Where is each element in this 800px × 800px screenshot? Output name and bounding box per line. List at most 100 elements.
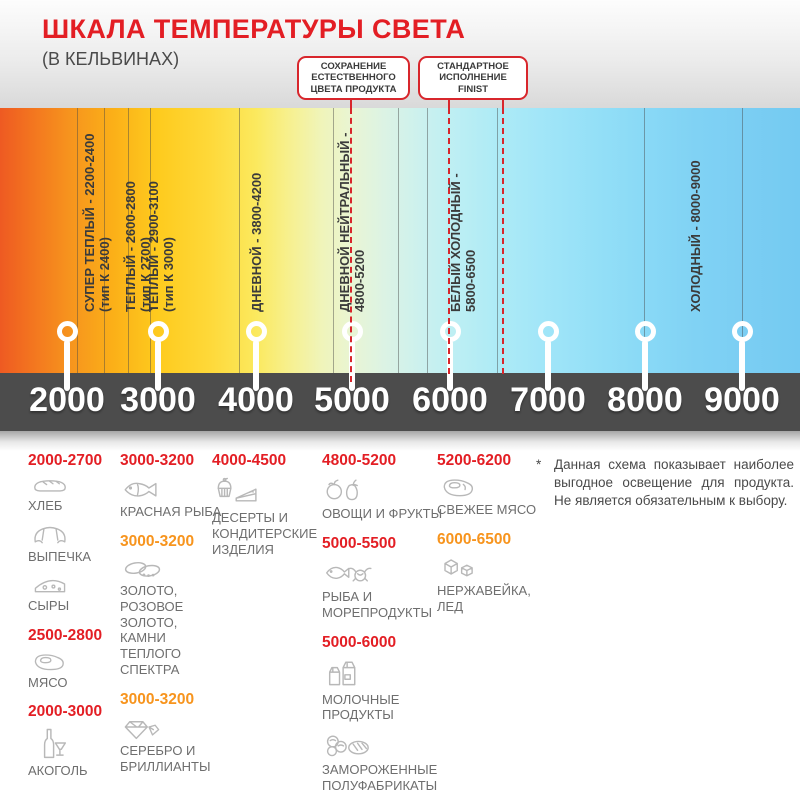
range-label: 2000-2700: [28, 452, 103, 469]
dairy-icon: [328, 661, 356, 685]
product-item: ОВОЩИ И ФРУКТЫ: [322, 474, 454, 522]
callout-leader-stub: [502, 98, 504, 109]
zone-label-sub: (тип К 3000): [161, 237, 176, 312]
product-group: 5000-6000 МОЛОЧНЫЕ ПРОДУКТЫ ЗАМОРОЖЕННЫЕ…: [322, 634, 454, 794]
product-label: СЫРЫ: [28, 597, 70, 613]
product-label: ВЫПЕЧКА: [28, 548, 92, 564]
scale-pin-stem: [447, 340, 453, 391]
product-label: СЕРЕБРО И БРИЛЛИАНТЫ: [120, 743, 211, 774]
zone-separator-line: [333, 108, 334, 373]
scale-pin-stem: [64, 340, 70, 391]
product-item: СЫРЫ: [28, 572, 120, 614]
zone-label-white-cold: БЕЛЫЙ ХОЛОДНЫЙ - 5800-6500: [448, 173, 478, 312]
footnote-asterisk: *: [536, 457, 542, 472]
scale-pin-3000: [148, 321, 169, 342]
range-label: 2000-3000: [28, 703, 103, 721]
seafood-icon: [326, 566, 372, 582]
zone-separator-line: [150, 108, 151, 373]
product-column-1: 2000-2700 ХЛЕБ ВЫПЕЧКА: [28, 452, 120, 792]
meat-icon: [34, 653, 64, 670]
product-item: РЫБА И МОРЕПРОДУКТЫ: [322, 557, 454, 621]
fresh-meat-icon: [443, 479, 474, 497]
product-column-4: 4800-5200 ОВОЩИ И ФРУКТЫ 5000-5500: [322, 452, 454, 800]
product-label: ЗАМОРОЖЕННЫЕ ПОЛУФАБРИКАТЫ: [322, 762, 438, 794]
zone-label-warm-3000: ТЕПЛЫЙ - 2900-3100 (тип К 3000): [146, 181, 176, 312]
callout-leader-stub: [350, 98, 352, 109]
scale-pin-stem: [253, 340, 259, 391]
scale-pin-7000: [538, 321, 559, 342]
vegetables-icon: [326, 479, 358, 501]
product-item: СЕРЕБРО И БРИЛЛИАНТЫ: [120, 713, 222, 775]
scale-pin-9000: [732, 321, 753, 342]
product-item: СВЕЖЕЕ МЯСО: [437, 474, 537, 518]
zone-separator-line: [128, 108, 129, 373]
zone-label-text: БЕЛЫЙ ХОЛОДНЫЙ -: [448, 173, 463, 312]
scale-pin-6000: [440, 321, 461, 342]
cheese-icon: [34, 579, 66, 593]
product-group: 4000-4500 ДЕСЕРТЫ И КОНДИТЕРСКИЕ ИЗДЕЛИЯ: [212, 452, 322, 558]
footnote: * Данная схема показывает наиболее выгод…: [536, 456, 794, 511]
product-label: ХЛЕБ: [28, 498, 63, 513]
zone-separator-line: [239, 108, 240, 373]
zone-separator-line: [497, 108, 498, 373]
alcohol-icon: [43, 729, 67, 759]
product-label: МОЛОЧНЫЕ ПРОДУКТЫ: [322, 691, 400, 723]
page-subtitle: (В КЕЛЬВИНАХ): [42, 49, 180, 69]
callout-leader-stub: [448, 98, 450, 109]
zone-label-text: ТЕПЛЫЙ - 2600-2800: [123, 181, 138, 312]
product-item: КРАСНАЯ РЫБА: [120, 474, 222, 520]
zone-label-sub: 5800-6500: [463, 249, 478, 312]
product-group: 4800-5200 ОВОЩИ И ФРУКТЫ: [322, 452, 454, 522]
bread-icon: [34, 480, 66, 492]
product-label: ОВОЩИ И ФРУКТЫ: [322, 506, 443, 521]
zone-separator-line: [742, 108, 743, 373]
zone-label-sub: (тип К 2400): [97, 237, 112, 312]
product-group: 2500-2800 МЯСО: [28, 627, 120, 691]
dashed-guide-5000: [350, 108, 352, 382]
product-item: ДЕСЕРТЫ И КОНДИТЕРСКИЕ ИЗДЕЛИЯ: [212, 474, 322, 558]
scale-pin-5000: [342, 321, 363, 342]
dessert-icon: [217, 477, 257, 502]
zone-label-text: ДНЕВНОЙ - 3800-4200: [249, 172, 264, 312]
product-group: 3000-3200 КРАСНАЯ РЫБА: [120, 452, 222, 520]
scale-pin-4000: [246, 321, 267, 342]
product-label: НЕРЖАВЕЙКА, ЛЕД: [437, 582, 531, 614]
scale-pin-stem: [349, 340, 355, 391]
product-label: МЯСО: [28, 674, 68, 690]
product-column-5: 5200-6200 СВЕЖЕЕ МЯСО 6000-6500 НЕРЖАВЕЙ…: [437, 452, 537, 628]
scale-pin-2000: [57, 321, 78, 342]
diamond-icon: [124, 721, 160, 740]
callout-natural-color: СОХРАНЕНИЕ ЕСТЕСТВЕННОГО ЦВЕТА ПРОДУКТА: [297, 56, 410, 100]
range-label: 3000-3200: [120, 452, 195, 469]
product-item: МЯСО: [28, 649, 120, 691]
product-group: 3000-3200 СЕРЕБРО И БРИЛЛИАНТЫ: [120, 691, 222, 775]
range-label: 5000-5500: [322, 534, 397, 552]
rings-icon: [124, 561, 161, 577]
footnote-text: Данная схема показывает наиболее выгодно…: [554, 457, 794, 509]
product-group: 6000-6500 НЕРЖАВЕЙКА, ЛЕД: [437, 531, 537, 615]
page-title: ШКАЛА ТЕМПЕРАТУРЫ СВЕТА: [42, 14, 466, 44]
kelvin-axis-bar: 2000 3000 4000 5000 6000 7000 8000 9000: [0, 373, 800, 431]
product-item: ХЛЕБ: [28, 474, 120, 514]
zone-separator-line: [104, 108, 105, 373]
product-group: 3000-3200 ЗОЛОТО, РОЗОВОЕ ЗОЛОТО, КАМНИ …: [120, 533, 222, 678]
product-item: ЗАМОРОЖЕННЫЕ ПОЛУФАБРИКАТЫ: [322, 730, 454, 794]
axis-bar-shadow: [0, 431, 800, 451]
zone-label-sub: 4800-5200: [352, 249, 367, 312]
dashed-guide-6500: [502, 108, 504, 374]
croissant-icon: [34, 526, 66, 544]
zone-separator-line: [427, 108, 428, 373]
range-label: 2500-2800: [28, 626, 103, 644]
zone-label-text: ХОЛОДНЫЙ - 8000-9000: [688, 160, 703, 312]
product-label: ДЕСЕРТЫ И КОНДИТЕРСКИЕ ИЗДЕЛИЯ: [212, 510, 318, 557]
product-group: 2000-3000 АКОГОЛЬ: [28, 703, 120, 779]
scale-pin-stem: [155, 340, 161, 391]
product-item: НЕРЖАВЕЙКА, ЛЕД: [437, 553, 537, 615]
range-label: 3000-3200: [120, 532, 195, 550]
kelvin-gradient-band: СУПЕР ТЕПЛЫЙ - 2200-2400 (тип К 2400) ТЕ…: [0, 108, 800, 373]
product-group: 5200-6200 СВЕЖЕЕ МЯСО: [437, 452, 537, 518]
product-label: РЫБА И МОРЕПРОДУКТЫ: [322, 588, 433, 620]
product-item: АКОГОЛЬ: [28, 725, 120, 779]
zone-label-text: СУПЕР ТЕПЛЫЙ - 2200-2400: [82, 133, 97, 312]
